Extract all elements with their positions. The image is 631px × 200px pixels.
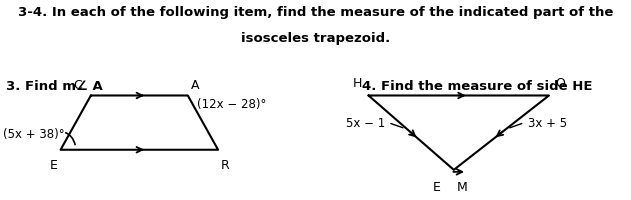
Text: 4. Find the measure of side HE: 4. Find the measure of side HE [362, 80, 593, 93]
Text: E: E [50, 158, 57, 171]
Text: 3. Find m∠ A: 3. Find m∠ A [6, 80, 103, 93]
Text: (5x + 38)°: (5x + 38)° [3, 128, 64, 140]
Text: isosceles trapezoid.: isosceles trapezoid. [241, 32, 390, 45]
Text: H: H [353, 77, 362, 90]
Text: (12x − 28)°: (12x − 28)° [197, 98, 266, 111]
Text: M: M [457, 180, 468, 193]
Text: 5x − 1: 5x − 1 [346, 117, 385, 129]
Text: C: C [73, 79, 82, 92]
Text: O: O [555, 77, 565, 90]
Text: 3-4. In each of the following item, find the measure of the indicated part of th: 3-4. In each of the following item, find… [18, 6, 613, 19]
Text: E: E [433, 180, 440, 193]
Text: A: A [191, 79, 199, 92]
Text: 3x + 5: 3x + 5 [528, 117, 567, 129]
Text: R: R [221, 158, 230, 171]
